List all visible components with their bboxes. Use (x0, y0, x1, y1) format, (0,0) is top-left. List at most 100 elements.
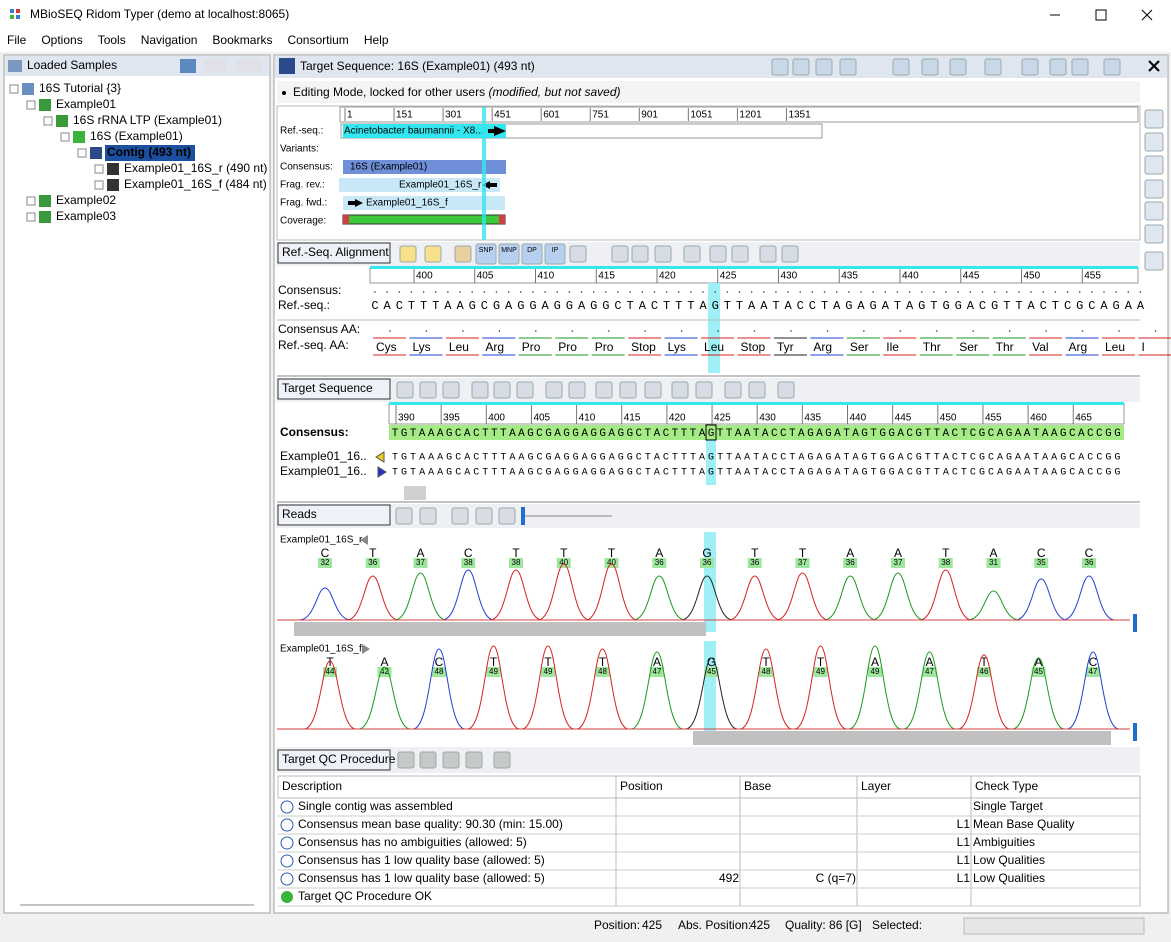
tool-button[interactable] (1144, 224, 1164, 244)
tool-button[interactable] (731, 245, 749, 263)
tool-button[interactable] (683, 245, 701, 263)
tool-button[interactable] (709, 245, 727, 263)
menu-item[interactable]: File (7, 33, 27, 47)
menu-item[interactable]: Tools (98, 33, 126, 47)
tree-label[interactable]: 16S Tutorial {3} (39, 81, 121, 95)
tool-button[interactable] (471, 381, 489, 399)
expander[interactable] (94, 180, 104, 190)
tool-button[interactable] (419, 507, 437, 525)
tool-button[interactable] (1049, 58, 1067, 76)
tool-button[interactable] (521, 243, 543, 265)
tool-button[interactable] (419, 751, 437, 769)
tool-button[interactable] (921, 58, 939, 76)
tool-label[interactable]: SNP (479, 247, 494, 254)
maximize-button[interactable] (1095, 9, 1107, 21)
close-view[interactable] (1148, 60, 1160, 72)
tree-label[interactable]: 16S rRNA LTP (Example01) (73, 113, 222, 127)
tool-button[interactable] (611, 245, 629, 263)
menu-item[interactable]: Navigation (141, 33, 198, 47)
tool-label[interactable]: DP (527, 247, 537, 254)
tool-button[interactable] (1021, 58, 1039, 76)
tool-button[interactable] (475, 507, 493, 525)
tool-button[interactable] (493, 381, 511, 399)
menu-item[interactable]: Help (364, 33, 389, 47)
tree-label[interactable]: 16S (Example01) (90, 129, 183, 143)
tool-button[interactable] (419, 381, 437, 399)
tool-button[interactable] (892, 58, 910, 76)
tool-button[interactable] (1144, 109, 1164, 129)
tool-button[interactable] (451, 507, 469, 525)
tool-button[interactable] (236, 59, 262, 73)
tool-button[interactable] (1144, 251, 1164, 271)
expander[interactable] (77, 148, 87, 158)
tree-label[interactable]: Contig (493 nt) (107, 145, 191, 159)
tool-button[interactable] (984, 58, 1002, 76)
tool-button[interactable] (397, 751, 415, 769)
tool-button[interactable] (498, 243, 520, 265)
tool-button[interactable] (498, 507, 516, 525)
tool-button[interactable] (619, 381, 637, 399)
menu-item[interactable]: Consortium (287, 33, 348, 47)
tab[interactable] (277, 378, 391, 400)
tool-button[interactable] (1071, 58, 1089, 76)
tool-button[interactable] (644, 381, 662, 399)
tool-button[interactable] (759, 245, 777, 263)
zoom-thumb[interactable] (521, 507, 525, 525)
tool-button[interactable] (671, 381, 689, 399)
tool-button[interactable] (399, 245, 417, 263)
tool-button[interactable] (204, 59, 226, 73)
tool-button[interactable] (516, 381, 534, 399)
expander[interactable] (26, 196, 36, 206)
tool-button[interactable] (454, 245, 472, 263)
tool-button[interactable] (569, 245, 587, 263)
tool-label[interactable]: MNP (501, 247, 517, 254)
menu-item[interactable]: Bookmarks (212, 33, 272, 47)
tool-button[interactable] (442, 751, 460, 769)
tab[interactable] (277, 242, 391, 264)
tree-label[interactable]: Example01_16S_f (484 nt) (124, 177, 267, 191)
tree-label[interactable]: Example01_16S_r (490 nt) (124, 161, 267, 175)
tool-button[interactable] (631, 245, 649, 263)
tool-button[interactable] (724, 381, 742, 399)
tool-button[interactable] (748, 381, 766, 399)
tool-button[interactable] (493, 751, 511, 769)
tool-button[interactable] (695, 381, 713, 399)
tool-button[interactable] (595, 381, 613, 399)
tool-button[interactable] (395, 507, 413, 525)
tree-label[interactable]: Example02 (56, 193, 116, 207)
expander[interactable] (43, 116, 53, 126)
tree-label[interactable]: Example01 (56, 97, 116, 111)
tool-label[interactable]: IP (552, 247, 559, 254)
tool-button[interactable] (442, 381, 460, 399)
tool-button[interactable] (781, 245, 799, 263)
tool-button[interactable] (792, 58, 810, 76)
tab[interactable] (277, 749, 391, 771)
tool-button[interactable] (777, 381, 795, 399)
expander[interactable] (26, 100, 36, 110)
expander[interactable] (9, 84, 19, 94)
tool-button[interactable] (839, 58, 857, 76)
tool-button[interactable] (545, 381, 563, 399)
tool-button[interactable] (544, 243, 566, 265)
menu-item[interactable]: Options (41, 33, 82, 47)
close-button[interactable] (1141, 9, 1153, 21)
tool-button[interactable] (815, 58, 833, 76)
tool-button[interactable] (396, 381, 414, 399)
tool-button[interactable] (424, 245, 442, 263)
tool-button[interactable] (771, 58, 789, 76)
tool-button[interactable] (1144, 155, 1164, 175)
tool-button[interactable] (568, 381, 586, 399)
tool-button[interactable] (180, 59, 196, 73)
tool-button[interactable] (1144, 132, 1164, 152)
tool-button[interactable] (1103, 58, 1121, 76)
tab[interactable] (277, 504, 391, 526)
expander[interactable] (26, 212, 36, 222)
tool-button[interactable] (1144, 201, 1164, 221)
tool-button[interactable] (465, 751, 483, 769)
expander[interactable] (94, 164, 104, 174)
expander[interactable] (60, 132, 70, 142)
tool-button[interactable] (654, 245, 672, 263)
tool-button[interactable] (475, 243, 497, 265)
tool-button[interactable] (949, 58, 967, 76)
tree-label[interactable]: Example03 (56, 209, 116, 223)
